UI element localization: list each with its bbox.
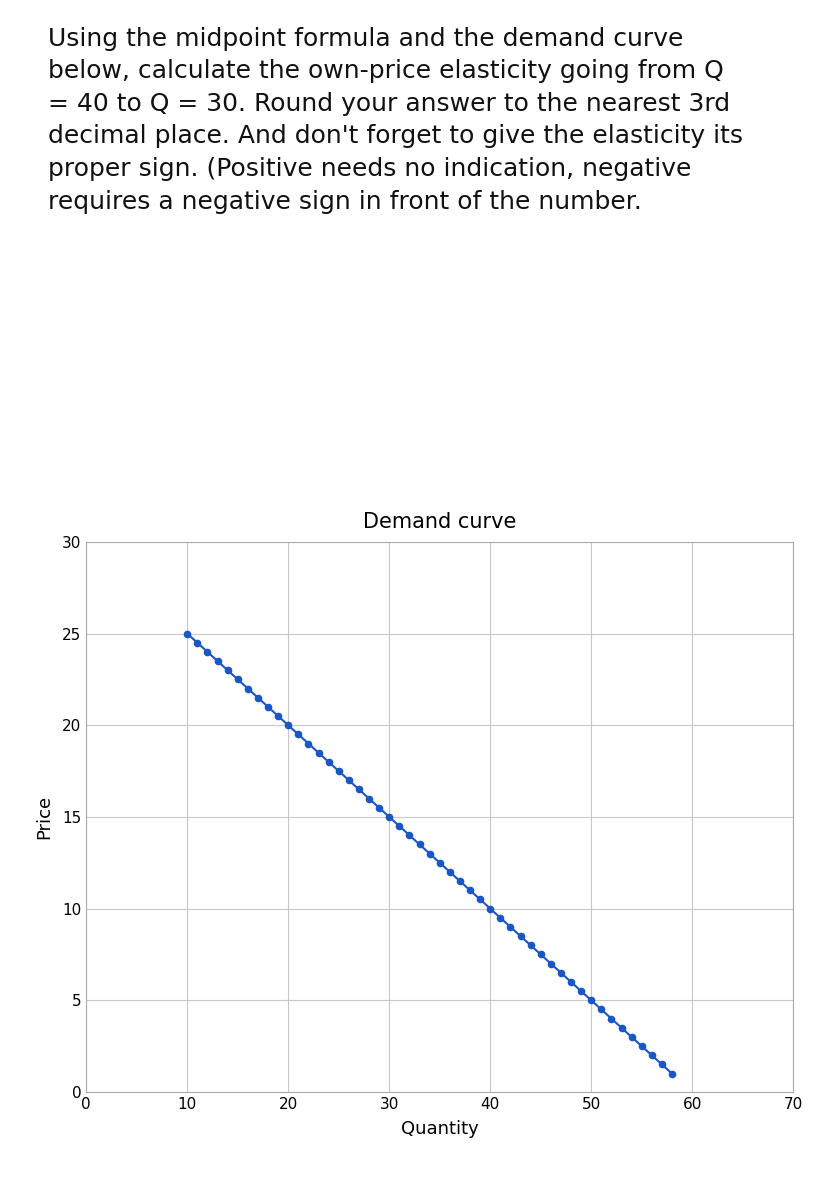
Y-axis label: Price: Price [35,794,53,839]
Text: Using the midpoint formula and the demand curve
below, calculate the own-price e: Using the midpoint formula and the deman… [48,26,743,214]
Title: Demand curve: Demand curve [363,512,516,532]
X-axis label: Quantity: Quantity [401,1120,478,1138]
